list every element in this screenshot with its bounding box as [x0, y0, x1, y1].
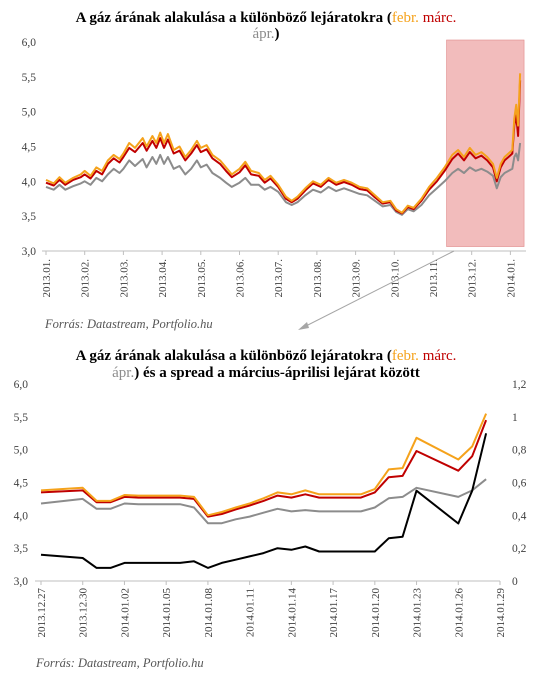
- chart2-x-tick: 2014.01.05: [161, 588, 173, 638]
- chart1-title-legend-apr: ápr.: [252, 26, 274, 42]
- chart1-x-axis: 2013.01. 2013.02. 2013.03. 2013.04. 2013.05.…: [41, 251, 517, 298]
- chart2-y-tick: 3,0: [14, 576, 29, 588]
- chart2-x-tick: 2014.01.17: [328, 588, 340, 638]
- chart1-y-tick: 5,5: [22, 72, 37, 84]
- chart1-x-tick: 2013.03.: [118, 259, 130, 298]
- chart2-title-main: A gáz árának alakulása a különböző lejár…: [76, 348, 392, 364]
- chart2-x-tick: 2014.01.29: [495, 588, 507, 638]
- chart2-y-tick: 4,5: [14, 478, 29, 490]
- chart2-x-tick: 2014.01.11: [245, 588, 257, 637]
- chart1-title-line2: ápr.): [252, 26, 279, 42]
- chart1-x-tick: 2014.01.: [505, 259, 517, 298]
- chart2-y2-tick: 0,2: [512, 543, 527, 555]
- chart2-series-line-febr: [40, 413, 488, 517]
- chart1-zoom-arrow: [301, 250, 455, 329]
- chart2-y2-tick: 0,6: [512, 478, 527, 490]
- chart2-series-line-mrc: [40, 419, 488, 518]
- chart1-x-tick: 2013.01.: [41, 259, 53, 298]
- chart1-x-tick: 2013.09.: [351, 259, 363, 298]
- chart2-x-tick: 2014.01.02: [119, 588, 131, 638]
- chart1-x-tick: 2013.04.: [157, 259, 169, 298]
- chart2-y-axis-left: 3,0 3,5 4,0 4,5 5,0 5,5 6,0: [14, 379, 29, 588]
- chart2-title: A gáz árának alakulása a különböző lejár…: [76, 348, 457, 364]
- chart2-y2-tick: 0,4: [512, 510, 527, 522]
- chart1-zoom-arrow-head: [298, 322, 309, 330]
- chart2-x-tick: 2013.12.27: [36, 588, 48, 638]
- chart2-title-legend-apr: ápr.: [112, 365, 134, 381]
- chart2-x-axis: 2013.12.27 2013.12.30 2014.01.02 2014.01.05…: [36, 581, 507, 638]
- chart2: A gáz árának alakulása a különböző lejár…: [14, 348, 527, 670]
- chart1-series-line-mrc: [45, 80, 522, 215]
- chart1-x-tick: 2013.02.: [80, 259, 92, 298]
- chart2-y-tick: 5,0: [14, 445, 29, 457]
- chart1-title-legend-mar: márc.: [423, 10, 457, 26]
- chart2-x-tick: 2014.01.26: [453, 588, 465, 638]
- chart1-x-tick: 2013.05.: [196, 259, 208, 298]
- chart2-y2-tick: 0,8: [512, 445, 527, 457]
- chart2-y-tick: 3,5: [14, 543, 29, 555]
- chart1-x-tick: 2013.07.: [273, 259, 285, 298]
- chart2-y2-tick: 0: [512, 576, 518, 588]
- chart2-x-tick: 2014.01.08: [203, 588, 215, 638]
- chart2-series: [40, 413, 488, 569]
- chart2-y-tick: 6,0: [14, 379, 29, 391]
- chart2-source: Forrás: Datastream, Portfolio.hu: [35, 656, 204, 670]
- chart1-series: [45, 73, 522, 216]
- chart2-x-tick: 2014.01.23: [412, 588, 424, 638]
- chart1-highlight-region: [446, 39, 525, 247]
- chart1-x-tick: 2013.08.: [312, 259, 324, 298]
- chart1-y-tick: 6,0: [22, 37, 37, 49]
- chart1-title-legend-feb: febr.: [392, 10, 419, 26]
- chart1-source: Forrás: Datastream, Portfolio.hu: [44, 317, 213, 331]
- chart2-series-line-pr: [40, 478, 487, 525]
- chart1-series-line-febr: [45, 73, 522, 214]
- chart1-x-tick: 2013.10.: [389, 259, 401, 298]
- chart2-series-line-spread: [40, 433, 488, 569]
- chart1-x-tick: 2013.11.: [428, 259, 440, 297]
- chart1-y-tick: 3,0: [22, 246, 37, 258]
- chart2-x-tick: 2014.01.20: [370, 588, 382, 638]
- chart1-y-axis: 3,0 3,5 4,0 4,5 5,0 5,5 6,0: [22, 37, 37, 258]
- chart1-series-line-pr: [45, 142, 522, 216]
- chart2-x-tick: 2013.12.30: [78, 588, 90, 638]
- chart2-y-axis-right: 0 0,2 0,4 0,6 0,8 1 1,2: [512, 379, 527, 588]
- chart1-y-tick: 3,5: [22, 211, 37, 223]
- chart2-y-tick: 4,0: [14, 510, 29, 522]
- chart1-title: A gáz árának alakulása a különböző lejár…: [76, 10, 457, 26]
- chart2-title-line2: ápr.) és a spread a március-áprilisi lej…: [112, 365, 420, 381]
- chart2-title-rest: ) és a spread a március-áprilisi lejárat…: [134, 365, 420, 381]
- chart1-y-tick: 5,0: [22, 107, 37, 119]
- chart1-y-tick: 4,0: [22, 176, 37, 188]
- chart1-title-main: A gáz árának alakulása a különböző lejár…: [76, 10, 392, 26]
- chart1-x-tick: 2013.12.: [467, 259, 479, 298]
- chart2-y2-tick: 1: [512, 412, 518, 424]
- chart2-title-legend-mar: márc.: [423, 348, 457, 364]
- chart2-title-legend-feb: febr.: [392, 348, 419, 364]
- chart2-y2-tick: 1,2: [512, 379, 527, 391]
- chart1-y-tick: 4,5: [22, 142, 37, 154]
- chart1: A gáz árának alakulása a különböző lejár…: [22, 10, 526, 331]
- chart2-x-tick: 2014.01.14: [286, 588, 298, 638]
- chart2-y-tick: 5,5: [14, 412, 29, 424]
- chart1-x-tick: 2013.06.: [234, 259, 246, 298]
- chart1-title-close: ): [275, 26, 280, 42]
